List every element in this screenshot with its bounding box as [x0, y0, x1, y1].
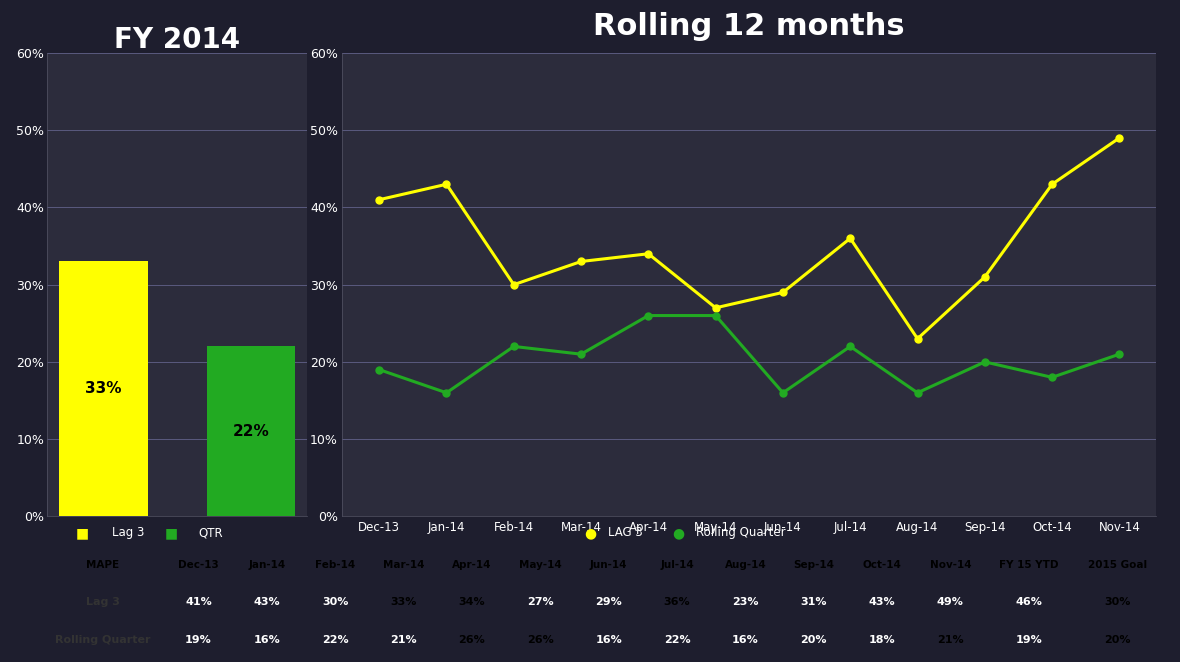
Text: Rolling Quarter: Rolling Quarter	[55, 635, 151, 645]
Text: 34%: 34%	[459, 597, 485, 608]
Text: Lag 3: Lag 3	[86, 597, 119, 608]
Text: Aug-14: Aug-14	[725, 560, 766, 570]
Text: 30%: 30%	[1104, 597, 1132, 608]
Text: 26%: 26%	[527, 635, 553, 645]
Text: 29%: 29%	[595, 597, 622, 608]
Text: 22%: 22%	[232, 424, 269, 439]
Text: 18%: 18%	[868, 635, 896, 645]
Text: 41%: 41%	[185, 597, 212, 608]
Text: 43%: 43%	[868, 597, 896, 608]
Text: LAG 3: LAG 3	[608, 526, 642, 540]
Text: 49%: 49%	[937, 597, 964, 608]
Text: MAPE: MAPE	[86, 560, 119, 570]
Text: ●: ●	[584, 526, 596, 540]
Text: Lag 3: Lag 3	[112, 526, 144, 540]
Text: Rolling Quarter: Rolling Quarter	[696, 526, 786, 540]
Text: 30%: 30%	[322, 597, 348, 608]
Text: 22%: 22%	[322, 635, 348, 645]
Text: Oct-14: Oct-14	[863, 560, 902, 570]
Text: ■: ■	[164, 526, 178, 540]
Text: QTR: QTR	[198, 526, 223, 540]
Bar	[206, 346, 295, 516]
Text: 22%: 22%	[663, 635, 690, 645]
Text: Jul-14: Jul-14	[660, 560, 694, 570]
Text: 16%: 16%	[732, 635, 759, 645]
Text: 46%: 46%	[1016, 597, 1042, 608]
Text: ■: ■	[76, 526, 90, 540]
Text: 43%: 43%	[254, 597, 280, 608]
Text: 20%: 20%	[800, 635, 827, 645]
Text: 31%: 31%	[800, 597, 827, 608]
Text: Nov-14: Nov-14	[930, 560, 971, 570]
Text: Feb-14: Feb-14	[315, 560, 355, 570]
Text: 23%: 23%	[732, 597, 759, 608]
Text: Rolling 12 months: Rolling 12 months	[594, 12, 905, 41]
Text: ●: ●	[673, 526, 684, 540]
Text: 19%: 19%	[185, 635, 212, 645]
Text: 19%: 19%	[1016, 635, 1042, 645]
Text: Sep-14: Sep-14	[793, 560, 834, 570]
Text: Mar-14: Mar-14	[382, 560, 425, 570]
Text: 16%: 16%	[595, 635, 622, 645]
Text: 21%: 21%	[391, 635, 417, 645]
Bar	[59, 261, 148, 516]
Text: FY 15 YTD: FY 15 YTD	[999, 560, 1058, 570]
Text: Jun-14: Jun-14	[590, 560, 628, 570]
Text: 26%: 26%	[459, 635, 485, 645]
Text: 33%: 33%	[391, 597, 417, 608]
Text: 2015 Goal: 2015 Goal	[1088, 560, 1147, 570]
Text: Apr-14: Apr-14	[452, 560, 492, 570]
Text: Dec-13: Dec-13	[178, 560, 218, 570]
Text: 36%: 36%	[663, 597, 690, 608]
Text: 33%: 33%	[85, 381, 122, 397]
Text: May-14: May-14	[519, 560, 562, 570]
Text: Jan-14: Jan-14	[248, 560, 286, 570]
Text: 16%: 16%	[254, 635, 280, 645]
Text: 21%: 21%	[937, 635, 964, 645]
Text: 20%: 20%	[1104, 635, 1132, 645]
Text: FY 2014: FY 2014	[114, 26, 240, 54]
Text: 27%: 27%	[527, 597, 553, 608]
